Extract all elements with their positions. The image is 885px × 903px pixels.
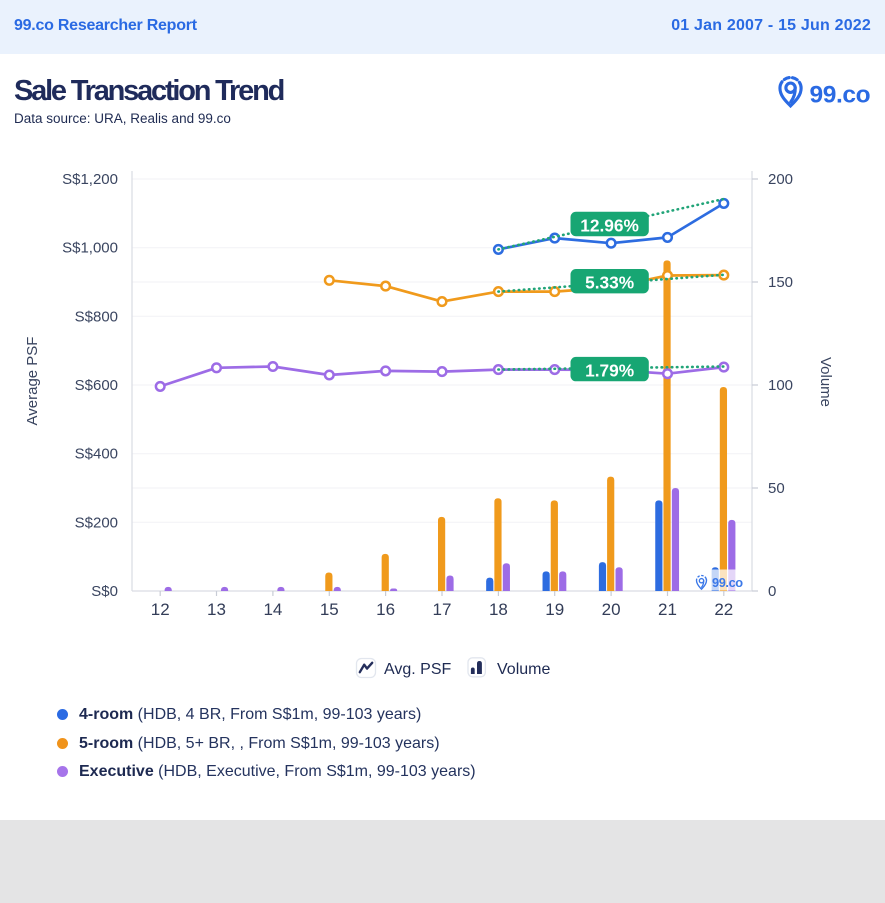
svg-text:22: 22: [714, 600, 733, 619]
svg-text:99.co: 99.co: [712, 575, 743, 590]
svg-text:99.co: 99.co: [810, 82, 871, 109]
svg-text:S$1,000: S$1,000: [62, 240, 118, 257]
svg-text:17: 17: [433, 600, 452, 619]
svg-text:100: 100: [768, 377, 793, 394]
svg-text:19: 19: [545, 600, 564, 619]
svg-text:S$0: S$0: [91, 583, 118, 600]
svg-text:13: 13: [207, 600, 226, 619]
svg-text:S$600: S$600: [75, 377, 118, 394]
svg-text:16: 16: [376, 600, 395, 619]
svg-text:5.33%: 5.33%: [585, 273, 634, 293]
svg-text:Volume: Volume: [817, 357, 834, 407]
svg-text:14: 14: [263, 600, 282, 619]
svg-text:S$200: S$200: [75, 514, 118, 531]
svg-text:S$1,200: S$1,200: [62, 171, 118, 188]
svg-text:S$400: S$400: [75, 446, 118, 463]
svg-text:21: 21: [658, 600, 677, 619]
svg-text:18: 18: [489, 600, 508, 619]
svg-text:150: 150: [768, 274, 793, 291]
svg-text:50: 50: [768, 480, 785, 497]
svg-text:20: 20: [602, 600, 621, 619]
svg-text:1.79%: 1.79%: [585, 361, 634, 381]
svg-text:12.96%: 12.96%: [580, 216, 639, 236]
svg-text:0: 0: [768, 583, 776, 600]
svg-text:15: 15: [320, 600, 339, 619]
svg-text:Average PSF: Average PSF: [24, 337, 41, 426]
svg-text:12: 12: [151, 600, 170, 619]
svg-text:200: 200: [768, 171, 793, 188]
svg-text:S$800: S$800: [75, 308, 118, 325]
